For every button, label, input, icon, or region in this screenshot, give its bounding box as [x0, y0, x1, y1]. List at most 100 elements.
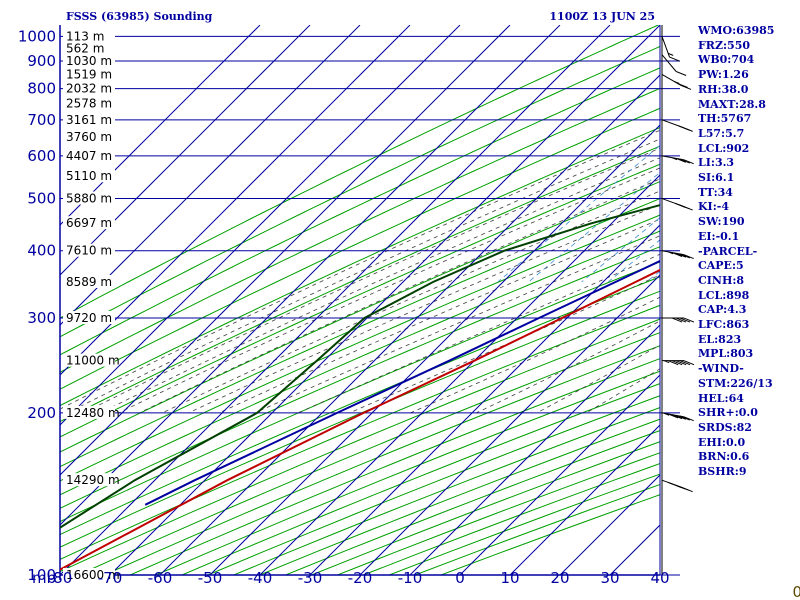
isobars	[59, 25, 680, 580]
temperature-tick-label: 0	[455, 569, 465, 587]
height-label: 3161 m	[66, 113, 112, 127]
pressure-tick-label: 500	[27, 190, 56, 208]
parameter-item: -WIND-	[698, 362, 744, 376]
height-label-bg	[63, 41, 115, 55]
isotherm-line	[459, 374, 660, 575]
moist-adiabat-line	[162, 190, 660, 414]
temperature-tick-label: -40	[248, 569, 273, 587]
temperature-trace	[60, 268, 660, 571]
wind-barb	[661, 119, 693, 132]
height-label-bg	[63, 191, 115, 205]
height-label-bg	[63, 112, 115, 126]
height-label: 113 m	[66, 29, 104, 43]
height-label: 5110 m	[66, 169, 112, 183]
height-label: 12480 m	[66, 406, 120, 420]
isotherm-line	[60, 25, 511, 476]
height-label: 2578 m	[66, 97, 112, 111]
wind-barb	[661, 412, 694, 422]
parameter-item: LFC:863	[698, 318, 750, 332]
height-label: 5880 m	[66, 192, 112, 206]
parameter-item: TT:34	[698, 185, 733, 199]
mixing-ratio-label: 0.1	[793, 583, 800, 600]
parameter-item: SRDS:82	[698, 420, 752, 434]
dry-adiabat-line	[60, 290, 660, 548]
height-label: 16600 m	[66, 568, 120, 582]
wind-barb	[661, 250, 694, 260]
pressure-tick-label: 700	[27, 111, 56, 129]
parameter-item: EHI:0.0	[698, 435, 746, 449]
pressure-tick-label: 900	[27, 52, 56, 70]
height-label: 2032 m	[66, 82, 112, 96]
height-label: 8589 m	[66, 275, 112, 289]
chart-title: FSSS (63985) Sounding	[66, 10, 213, 23]
temperature-tick-label: -10	[398, 569, 423, 587]
temperature-tick-label: -20	[348, 569, 373, 587]
parameter-item: LI:3.3	[698, 156, 735, 170]
dry-adiabat-line	[60, 276, 660, 536]
wind-barb	[662, 360, 695, 366]
moist-adiabat-line	[349, 274, 660, 414]
moist-adiabat-line	[297, 253, 660, 414]
height-label-bg	[63, 96, 115, 110]
height-label: 3760 m	[66, 130, 112, 144]
parameter-item: WB0:704	[698, 53, 755, 67]
dry-adiabat-line	[60, 126, 660, 407]
dry-adiabat-line	[60, 163, 660, 438]
parameter-item: KI:-4	[698, 200, 729, 214]
temperature-tick-label: -80	[48, 569, 73, 587]
isotherm-line	[60, 25, 411, 376]
height-label-bg	[63, 148, 115, 162]
height-label-bg	[63, 473, 115, 487]
pressure-tick-label: 800	[27, 80, 56, 98]
wind-barb	[662, 317, 695, 323]
moist-adiabat-line	[188, 203, 660, 414]
isotherm-line	[60, 25, 361, 326]
wind-barb	[661, 54, 687, 76]
mixing-ratio-lines	[497, 144, 660, 283]
height-label: 1519 m	[66, 67, 112, 81]
pressure-tick-label: 100	[27, 566, 56, 584]
wind-barb	[661, 155, 694, 165]
wind-barb	[661, 479, 693, 493]
height-label: 14290 m	[66, 473, 120, 487]
dry-adiabats	[60, 25, 660, 575]
temperature-tick-label: -60	[148, 569, 173, 587]
isotherm-line	[259, 174, 660, 575]
parameter-item: STM:226/13	[698, 376, 773, 390]
temperature-tick-label: -30	[298, 569, 323, 587]
parameter-item: L57:5.7	[698, 126, 745, 140]
height-label-bg	[63, 54, 115, 68]
isotherm-line	[559, 474, 660, 575]
sounding-traces	[60, 204, 660, 571]
wind-barb	[661, 198, 693, 211]
wind-barb	[661, 73, 692, 90]
parameter-item: LCL:898	[698, 288, 750, 302]
height-label-bg	[63, 568, 115, 581]
parameter-item: SI:6.1	[698, 171, 735, 185]
temperature-tick-label: 10	[500, 569, 519, 587]
parameter-item: MPL:803	[698, 347, 754, 361]
moist-adiabat-line	[218, 218, 660, 414]
moist-adiabats	[60, 129, 660, 414]
height-label: 7610 m	[66, 244, 112, 258]
dry-adiabat-line	[60, 67, 660, 356]
height-label-bg	[63, 29, 115, 43]
height-label-bg	[63, 169, 115, 183]
dry-adiabat-line	[60, 318, 660, 573]
dry-adiabat-line	[60, 198, 660, 468]
chart-timestamp: 1100Z 13 JUN 25	[549, 10, 655, 23]
parameter-item: TH:5767	[698, 112, 752, 126]
parameter-item: MAXT:28.8	[698, 97, 766, 111]
isotherm-line	[60, 25, 311, 276]
height-label: 9720 m	[66, 311, 112, 325]
parameter-item: LCL:902	[698, 141, 750, 155]
height-label: 562 m	[66, 41, 104, 55]
temperature-tick-label: 30	[600, 569, 619, 587]
parameter-item: FRZ:550	[698, 38, 751, 52]
dewpoint-trace	[60, 204, 660, 529]
height-label-bg	[63, 216, 115, 230]
parameter-item: SHR+:0.0	[698, 406, 758, 420]
isotherm-line	[509, 424, 660, 575]
parameter-item: CINH:8	[698, 273, 745, 287]
